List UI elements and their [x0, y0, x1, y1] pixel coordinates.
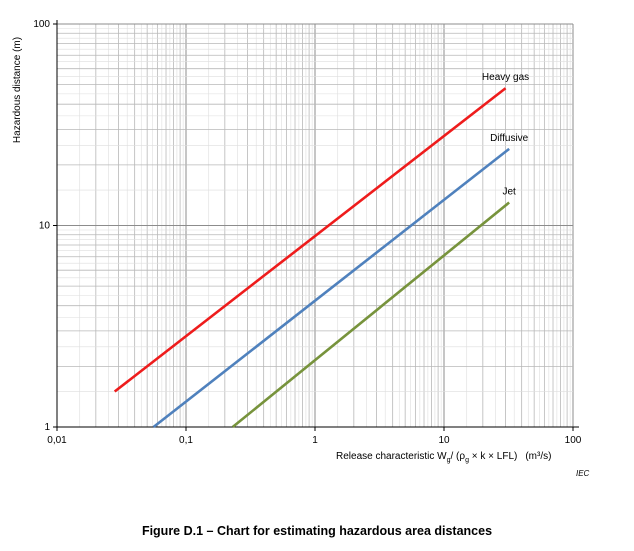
series-line-diffusive — [152, 147, 510, 429]
x-tick-label: 10 — [438, 435, 450, 446]
x-axis-title-sub-g: g — [447, 457, 451, 464]
figure-caption: Figure D.1 – Chart for estimating hazard… — [141, 524, 493, 538]
x-axis-title-main: Release characteristic W — [336, 451, 447, 462]
x-axis-title-sub-g2: g — [465, 457, 469, 464]
x-tick-label: 1 — [312, 435, 318, 446]
series-label-jet: Jet — [502, 187, 516, 198]
x-axis-units: (m³/s) — [525, 451, 551, 462]
x-tick-label: 0,1 — [179, 435, 193, 446]
x-axis-title-rest: × k × LFL) — [469, 451, 517, 462]
y-axis-title: Hazardous distance (m) — [12, 37, 23, 143]
x-tick-label: 100 — [565, 435, 582, 446]
x-tick-label: 0,01 — [47, 435, 67, 446]
labels: 0,01 0,1 1 10 100 1 10 100 Heavy gas Diffusive Jet — [33, 19, 581, 446]
x-axis-title-paren: / (ρ — [451, 451, 466, 462]
series-lines — [113, 87, 510, 429]
series-line-jet — [231, 201, 510, 429]
y-tick-label: 1 — [44, 422, 50, 433]
y-tick-label: 10 — [39, 221, 51, 232]
series-label-heavy-gas: Heavy gas — [482, 72, 529, 83]
iec-mark: IEC — [576, 469, 590, 478]
axes — [53, 20, 579, 431]
series-line-heavy-gas — [113, 87, 507, 393]
grid — [56, 23, 574, 428]
series-label-diffusive: Diffusive — [490, 133, 529, 144]
x-axis-title: Release characteristic Wg/ (ρg × k × LFL… — [336, 451, 551, 464]
y-tick-label: 100 — [33, 19, 50, 30]
